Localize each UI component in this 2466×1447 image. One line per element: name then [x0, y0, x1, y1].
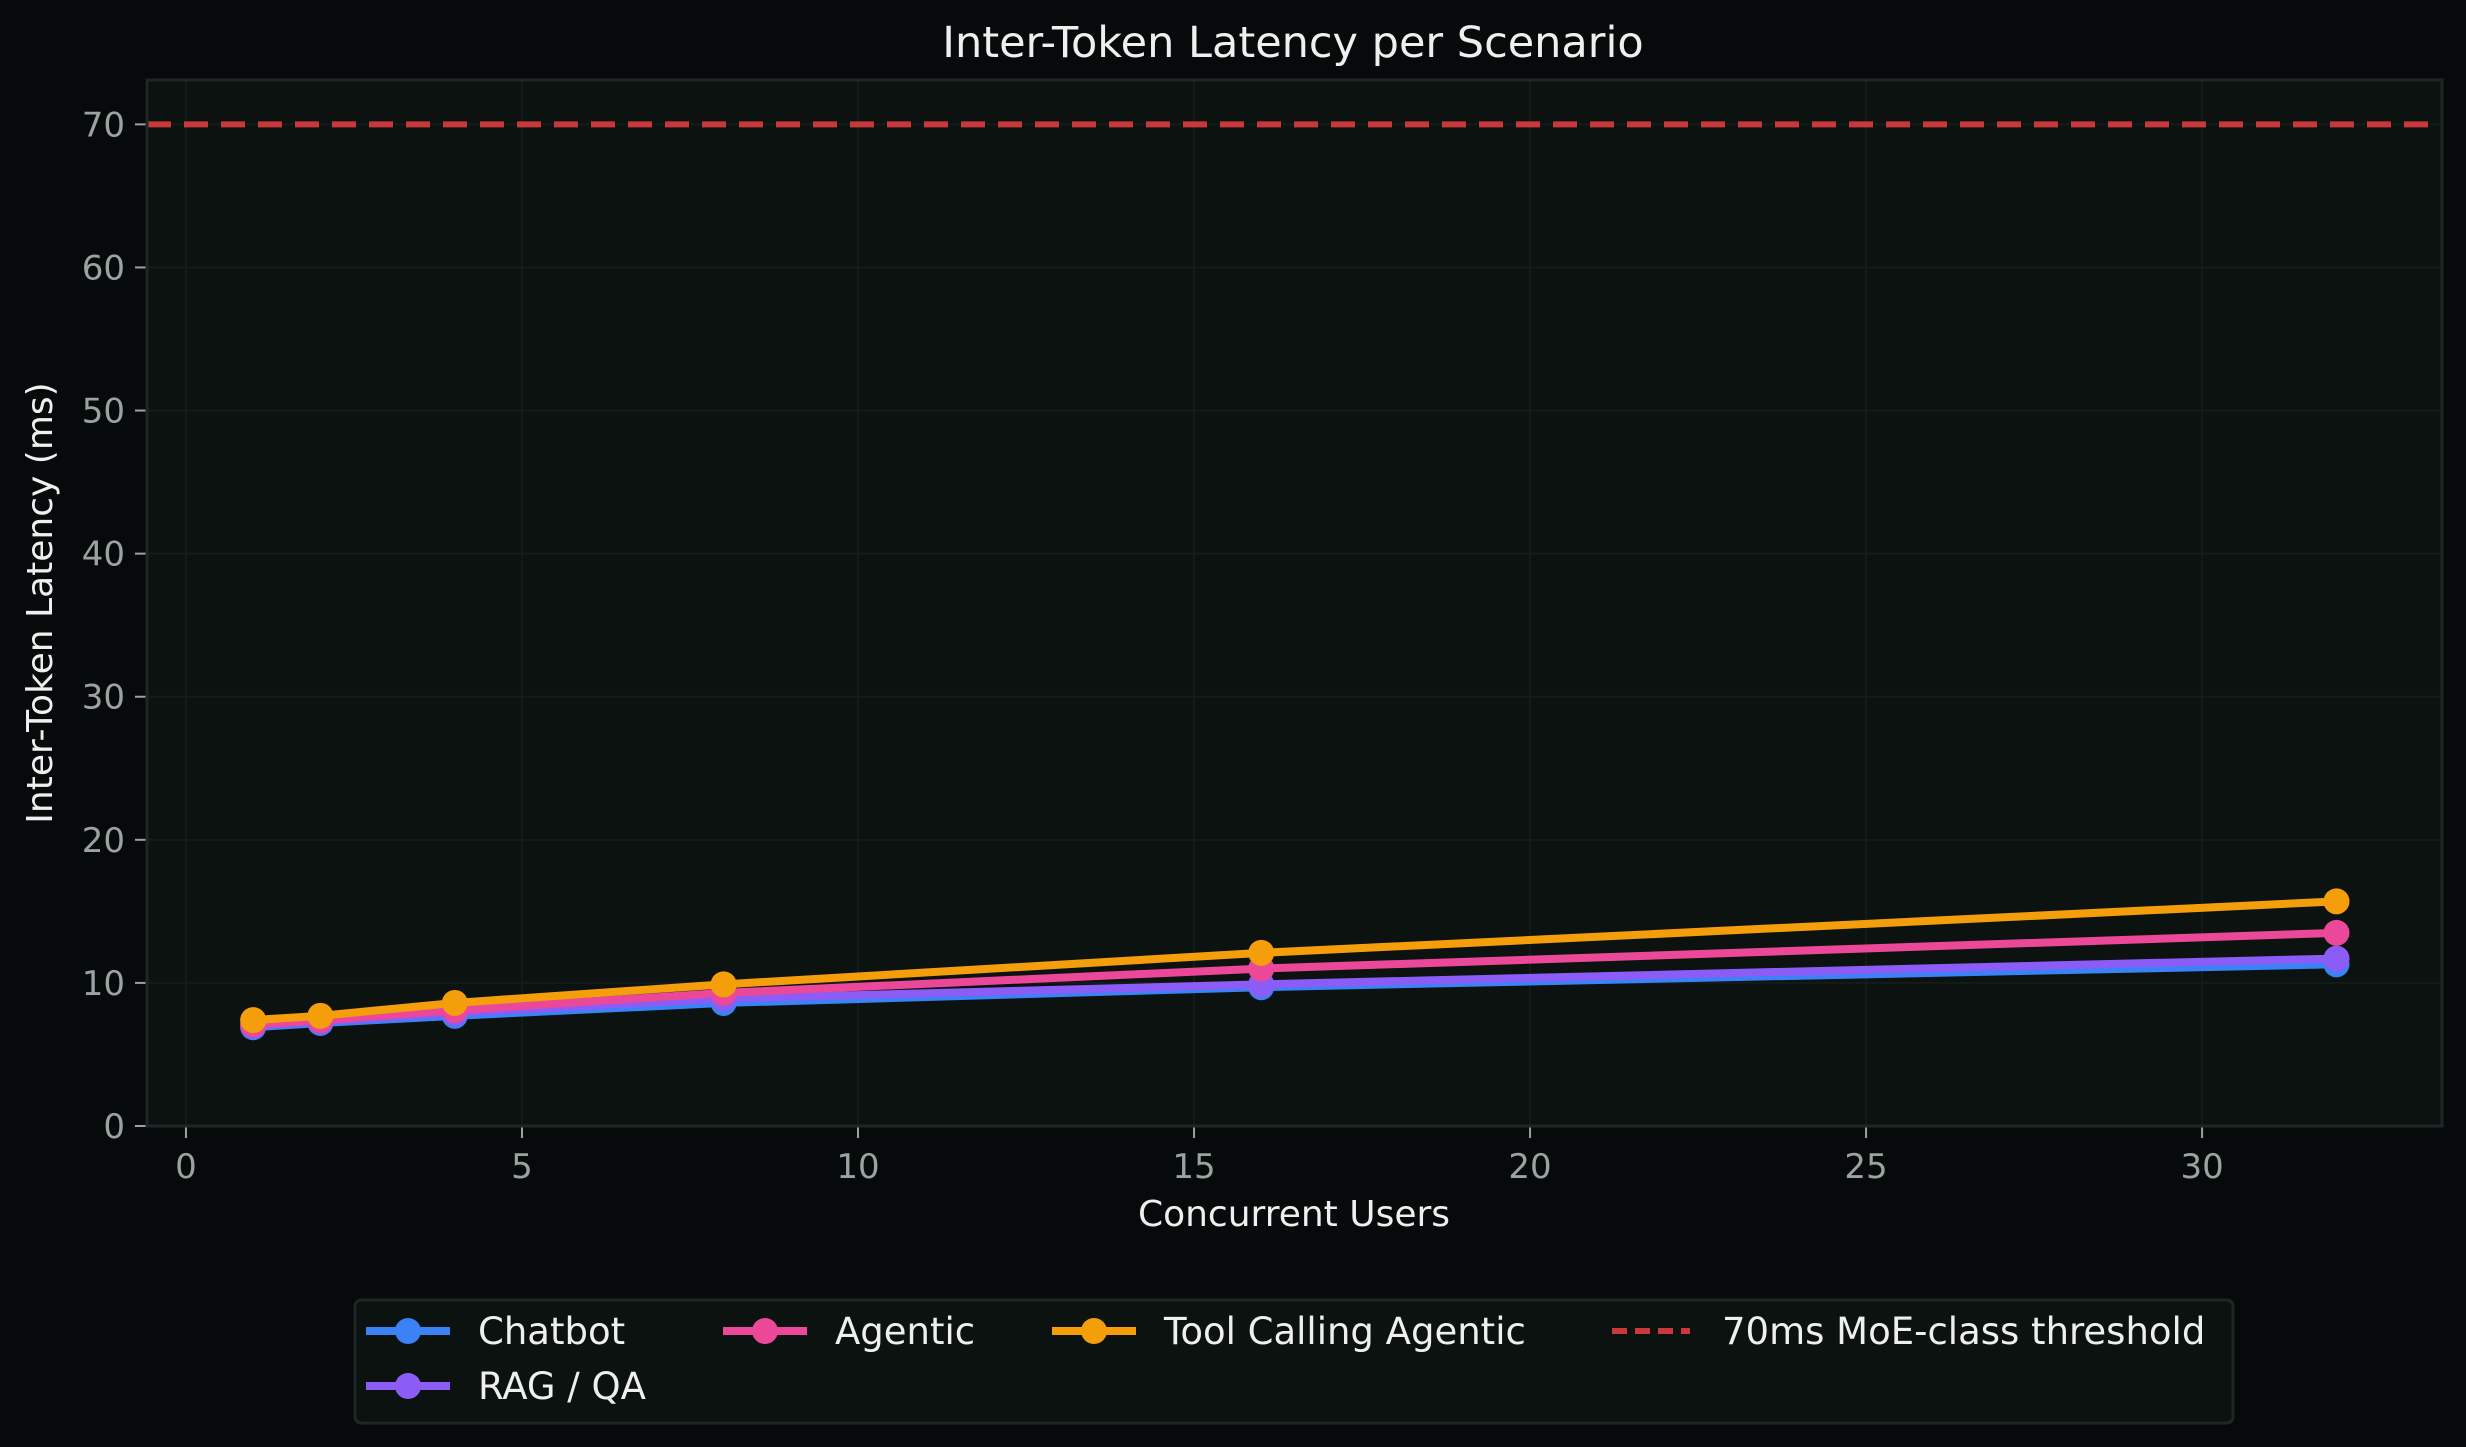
y-tick-label: 0: [103, 1107, 125, 1147]
y-tick-label: 30: [82, 678, 125, 718]
legend-marker-icon: [752, 1318, 778, 1344]
data-point: [307, 1002, 334, 1029]
data-point: [1248, 939, 1275, 966]
legend: Chatbot RAG / QA Agentic Tool Calling Agent…: [353, 1298, 2235, 1425]
legend-item: Chatbot: [366, 1310, 625, 1353]
plot-frame: [145, 78, 2444, 1128]
x-tick-label: 15: [1172, 1147, 1215, 1187]
legend-marker-icon: [1081, 1318, 1107, 1344]
data-point: [240, 1007, 267, 1034]
chart-title: Inter-Token Latency per Scenario: [942, 18, 1643, 68]
legend-label: Chatbot: [478, 1310, 625, 1353]
x-tick-label: 25: [1844, 1147, 1887, 1187]
x-axis: 0 5 10 15 20 25 30: [175, 1126, 2224, 1187]
x-tick-label: 10: [836, 1147, 879, 1187]
legend-label: Tool Calling Agentic: [1163, 1310, 1526, 1353]
data-point: [441, 989, 468, 1016]
data-point: [2323, 888, 2350, 915]
data-point: [2323, 945, 2350, 972]
y-tick-label: 70: [82, 105, 125, 145]
legend-label: RAG / QA: [478, 1365, 646, 1408]
legend-label: Agentic: [835, 1310, 975, 1353]
legend-marker-icon: [395, 1373, 421, 1399]
legend-item: RAG / QA: [366, 1365, 646, 1408]
legend-marker-icon: [395, 1318, 421, 1344]
x-tick-label: 20: [1508, 1147, 1551, 1187]
y-tick-label: 20: [82, 821, 125, 861]
legend-box: [353, 1298, 2235, 1425]
x-axis-label: Concurrent Users: [1138, 1194, 1450, 1235]
x-tick-label: 5: [511, 1147, 533, 1187]
series-tool-calling-agentic: [240, 888, 2350, 1034]
data-point: [710, 971, 737, 998]
y-tick-label: 40: [82, 535, 125, 575]
x-tick-label: 30: [2180, 1147, 2223, 1187]
data-series: [240, 888, 2350, 1041]
y-tick-label: 50: [82, 392, 125, 432]
legend-item: 70ms MoE-class threshold: [1612, 1310, 2205, 1353]
legend-item: Tool Calling Agentic: [1052, 1310, 1526, 1353]
y-tick-label: 60: [82, 248, 125, 288]
y-axis: 0 10 20 30 40 50 60 70: [82, 105, 147, 1147]
y-axis-label: Inter-Token Latency (ms): [20, 382, 61, 823]
y-tick-label: 10: [82, 964, 125, 1004]
data-point: [2323, 919, 2350, 946]
legend-label: 70ms MoE-class threshold: [1722, 1310, 2205, 1353]
legend-item: Agentic: [723, 1310, 975, 1353]
x-tick-label: 0: [175, 1147, 197, 1187]
